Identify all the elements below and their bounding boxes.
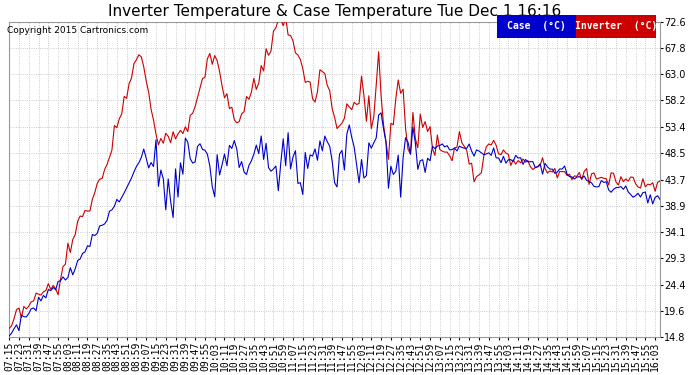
Text: Copyright 2015 Cartronics.com: Copyright 2015 Cartronics.com: [7, 26, 148, 35]
Title: Inverter Temperature & Case Temperature Tue Dec 1 16:16: Inverter Temperature & Case Temperature …: [108, 4, 561, 19]
Text: Case  (°C): Case (°C): [507, 21, 566, 31]
Text: Inverter  (°C): Inverter (°C): [575, 21, 657, 31]
